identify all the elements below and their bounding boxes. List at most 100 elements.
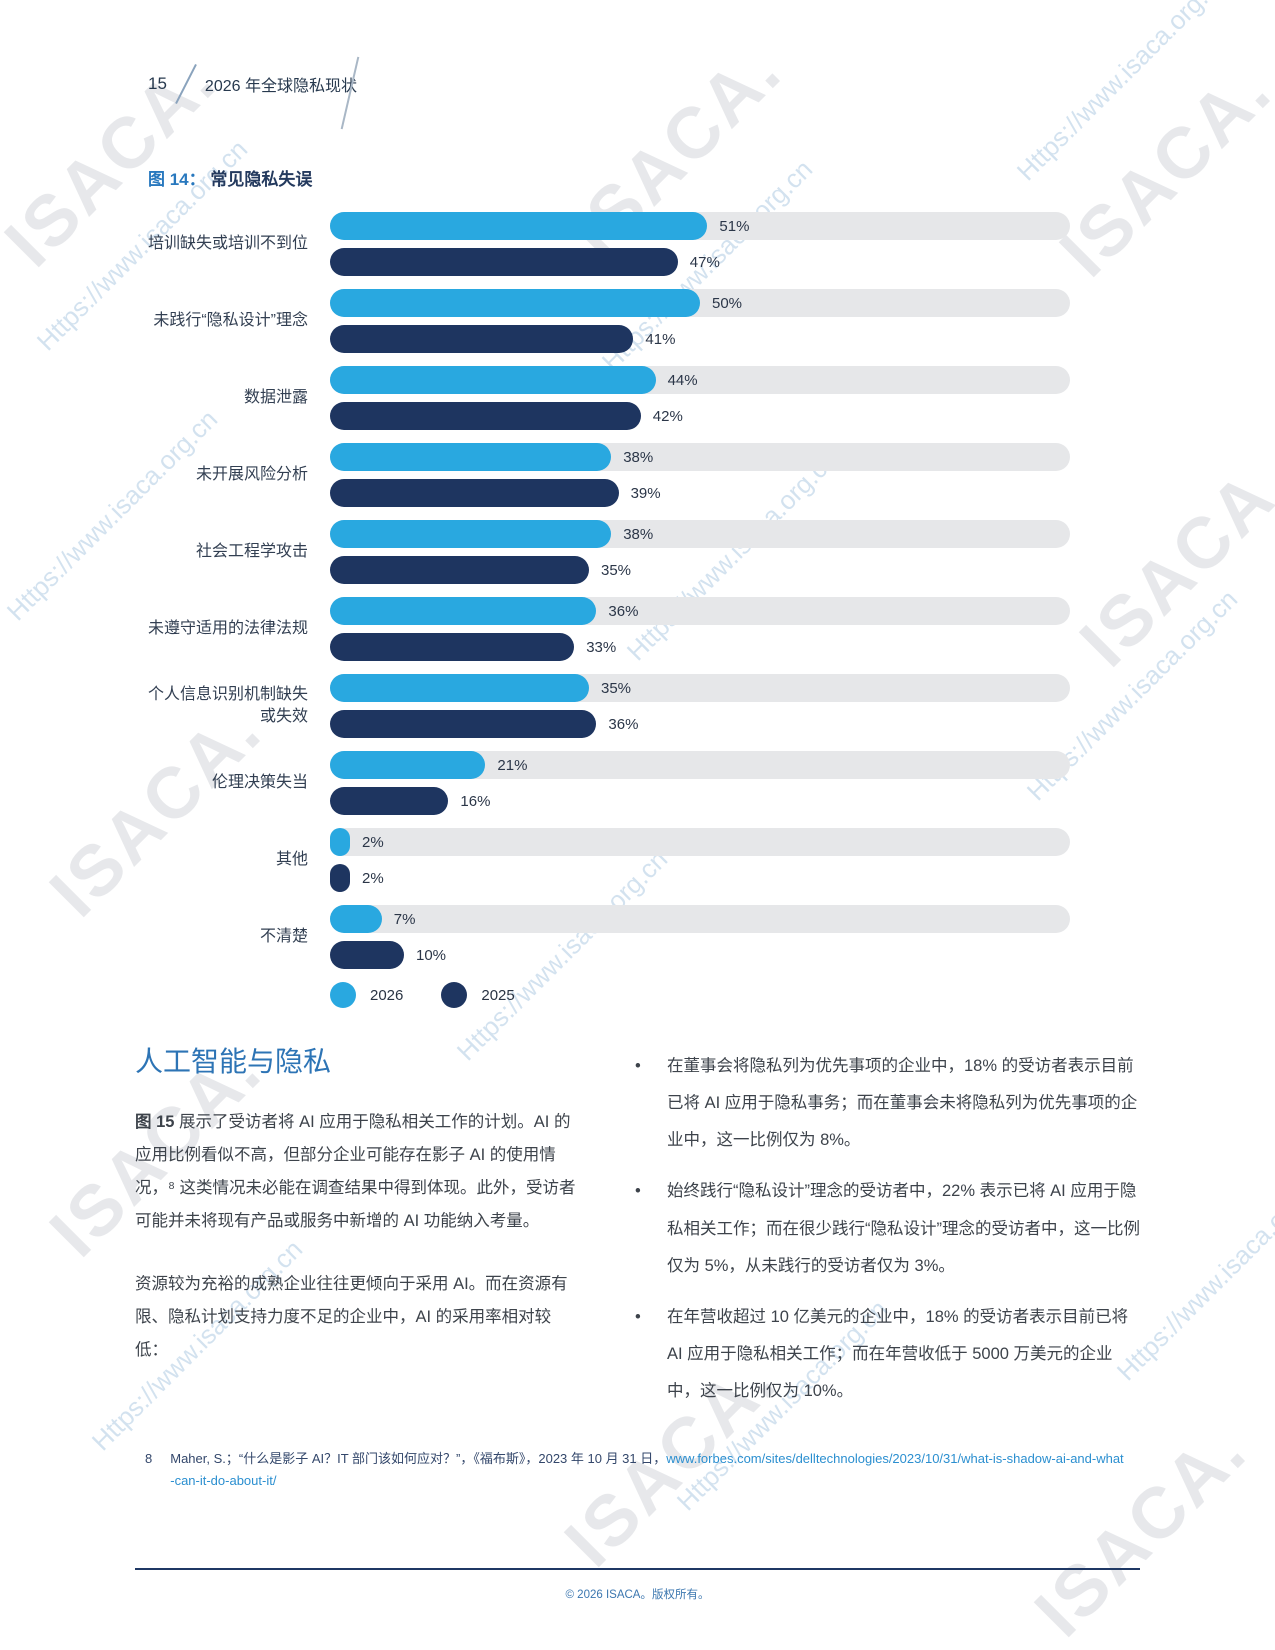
bar-2026 — [330, 905, 382, 933]
bar-track-2025: 41% — [330, 325, 1070, 353]
privacy-failures-bar-chart: 培训缺失或培训不到位 51% 47% 未践行“隐私设计”理念 50% 41% 数据泄露 44%… — [135, 212, 1070, 982]
chart-category-label: 不清楚 — [259, 928, 308, 946]
bar-2025 — [330, 710, 597, 738]
slash-divider-icon — [175, 63, 197, 105]
section-right-column: • 在董事会将隐私列为优先事项的企业中，18% 的受访者表示目前已将 AI 应用… — [635, 1040, 1140, 1424]
chart-category-label: 个人信息识别机制缺失或失效 — [147, 686, 308, 725]
bar-track-2025: 47% — [330, 248, 1070, 276]
chart-bar-group: 50% 41% — [330, 289, 1070, 353]
chart-category-label: 培训缺失或培训不到位 — [147, 235, 308, 253]
bar-value-label: 36% — [608, 602, 639, 620]
chart-bar-group: 38% 35% — [330, 520, 1070, 584]
bar-2026 — [330, 366, 656, 394]
chart-bar-group: 7% 10% — [330, 905, 1070, 969]
chart-row: 培训缺失或培训不到位 51% 47% — [135, 212, 1070, 276]
chart-legend: 2026 2025 — [330, 982, 515, 1008]
page-number: 15 — [148, 74, 167, 93]
header-title: 2026 年全球隐私现状 — [204, 78, 357, 95]
page-header: 15 2026 年全球隐私现状 — [148, 56, 360, 130]
bar-value-label: 2% — [362, 833, 384, 851]
bar-track-2025: 10% — [330, 941, 1070, 969]
chart-category-label: 数据泄露 — [243, 389, 308, 407]
bar-value-label: 10% — [416, 946, 447, 964]
chart-row: 未践行“隐私设计”理念 50% 41% — [135, 289, 1070, 353]
bar-track-2025: 36% — [330, 710, 1070, 738]
bar-2025 — [330, 402, 641, 430]
bar-track-2025: 35% — [330, 556, 1070, 584]
bar-value-label: 38% — [623, 525, 654, 543]
paragraph-1-body: 展示了受访者将 AI 应用于隐私相关工作的计划。AI 的应用比例看似不高，但部分… — [135, 1113, 576, 1230]
chart-bar-group: 36% 33% — [330, 597, 1070, 661]
legend-swatch-2026 — [330, 982, 356, 1008]
legend-item-2026: 2026 — [330, 982, 403, 1008]
chart-row: 社会工程学攻击 38% 35% — [135, 520, 1070, 584]
footnote-text: Maher, S.；“什么是影子 AI？IT 部门该如何应对？”，《福布斯》，2… — [170, 1451, 667, 1466]
figure-label: 图 14： — [148, 170, 206, 189]
bar-2026 — [330, 520, 612, 548]
bullet-list: • 在董事会将隐私列为优先事项的企业中，18% 的受访者表示目前已将 AI 应用… — [635, 1048, 1140, 1410]
bar-2025 — [330, 325, 634, 353]
bar-track-2025: 42% — [330, 402, 1070, 430]
chart-row: 未遵守适用的法律法规 36% 33% — [135, 597, 1070, 661]
ai-privacy-section: 人工智能与隐私 图 15 展示了受访者将 AI 应用于隐私相关工作的计划。AI … — [135, 1040, 1140, 1424]
bar-track-2026: 38% — [330, 443, 1070, 471]
chart-bar-group: 51% 47% — [330, 212, 1070, 276]
bar-2025 — [330, 556, 589, 584]
footer-divider — [135, 1568, 1140, 1570]
chart-category-label: 其他 — [275, 851, 308, 869]
chart-bar-group: 2% 2% — [330, 828, 1070, 892]
bar-2025 — [330, 248, 678, 276]
chart-bar-group: 38% 39% — [330, 443, 1070, 507]
bar-2025 — [330, 787, 449, 815]
paragraph-2: 资源较为充裕的成熟企业往往更倾向于采用 AI。而在资源有限、隐私计划支持力度不足… — [135, 1275, 568, 1359]
bar-track-2026: 50% — [330, 289, 1070, 317]
section-heading: 人工智能与隐私 — [135, 1046, 332, 1077]
section-left-column: 人工智能与隐私 图 15 展示了受访者将 AI 应用于隐私相关工作的计划。AI … — [135, 1040, 583, 1424]
chart-bar-group: 44% 42% — [330, 366, 1070, 430]
bar-value-label: 21% — [497, 756, 528, 774]
bar-2026 — [330, 289, 700, 317]
bar-value-label: 44% — [667, 371, 698, 389]
chart-row: 未开展风险分析 38% 39% — [135, 443, 1070, 507]
chart-row: 其他 2% 2% — [135, 828, 1070, 892]
chart-row: 不清楚 7% 10% — [135, 905, 1070, 969]
bullet-text: 始终践行“隐私设计”理念的受访者中，22% 表示已将 AI 应用于隐私相关工作；… — [667, 1182, 1140, 1275]
chart-row: 个人信息识别机制缺失或失效 35% 36% — [135, 674, 1070, 738]
bar-2025 — [330, 864, 350, 892]
bullet-text: 在年营收超过 10 亿美元的企业中，18% 的受访者表示目前已将 AI 应用于隐… — [667, 1307, 1129, 1400]
bar-2025 — [330, 633, 575, 661]
chart-category-label: 未遵守适用的法律法规 — [147, 620, 308, 638]
bullet-marker-icon: • — [635, 1307, 641, 1326]
paragraph-1: 图 15 展示了受访者将 AI 应用于隐私相关工作的计划。AI 的应用比例看似不… — [135, 1106, 583, 1238]
footnote-body: Maher, S.；“什么是影子 AI？IT 部门该如何应对？”，《福布斯》，2… — [170, 1448, 1125, 1492]
bar-track-2026: 7% — [330, 905, 1070, 933]
bullet-item: • 在董事会将隐私列为优先事项的企业中，18% 的受访者表示目前已将 AI 应用… — [635, 1048, 1140, 1159]
bar-track-2026: 44% — [330, 366, 1070, 394]
bar-value-label: 42% — [652, 407, 683, 425]
paragraph-1-lead: 图 15 — [135, 1113, 175, 1131]
chart-row: 伦理决策失当 21% 16% — [135, 751, 1070, 815]
legend-swatch-2025 — [441, 982, 468, 1008]
bar-track-2026: 36% — [330, 597, 1070, 625]
bar-track-2025: 16% — [330, 787, 1070, 815]
footnote: 8 Maher, S.；“什么是影子 AI？IT 部门该如何应对？”，《福布斯》… — [145, 1448, 1125, 1492]
footnote-link[interactable]: www.forbes.com/sites/delltechnologies/20… — [170, 1451, 1124, 1489]
chart-category-label: 未践行“隐私设计”理念 — [153, 312, 308, 330]
legend-item-2025: 2025 — [441, 982, 515, 1008]
bar-track-2025: 39% — [330, 479, 1070, 507]
legend-label-2026: 2026 — [370, 986, 404, 1004]
bar-track-2026: 38% — [330, 520, 1070, 548]
bar-2025 — [330, 479, 619, 507]
bar-2026 — [330, 751, 486, 779]
chart-bar-group: 21% 16% — [330, 751, 1070, 815]
bar-value-label: 7% — [393, 910, 416, 928]
footer-copyright: © 2026 ISACA。版权所有。 — [565, 1589, 710, 1601]
bar-value-label: 39% — [630, 484, 661, 502]
bar-value-label: 51% — [719, 217, 750, 235]
bar-track-2025: 33% — [330, 633, 1070, 661]
chart-category-label: 社会工程学攻击 — [195, 543, 308, 561]
figure-title: 图 14： 常见隐私失误 — [148, 165, 312, 190]
bullet-text: 在董事会将隐私列为优先事项的企业中，18% 的受访者表示目前已将 AI 应用于隐… — [667, 1057, 1138, 1150]
bar-track-2026: 2% — [330, 828, 1070, 856]
